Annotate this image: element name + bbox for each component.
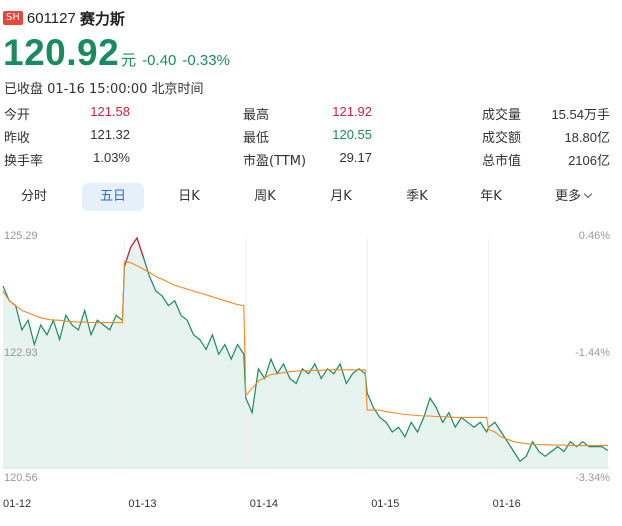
tab-label: 五日 [99,189,126,204]
tab-monthly-k[interactable]: 月K [310,183,372,211]
stat-label: 昨收 [4,131,31,146]
y-left-tick-label: 120.56 [4,472,38,484]
tab-label: 年K [480,189,502,204]
stat-label: 最低 [243,131,270,146]
price-unit: 元 [121,51,137,69]
y-right-tick-label: -1.44% [575,347,610,359]
price-change-pct: -0.33% [182,52,230,69]
current-price: 120.92 [3,32,120,73]
stock-name: 赛力斯 [79,9,125,28]
price-change: -0.40 [142,52,177,69]
x-tick-label: 01-12 [3,498,32,510]
chart-canvas[interactable] [0,222,622,526]
stock-code: 601127 [26,9,76,27]
stat-label: 市盈(TTM) [243,154,307,169]
stat-value: 121.92 [332,104,372,119]
stat-label: 成交额 [482,131,522,146]
stat-value: 18.80亿 [564,130,610,145]
y-right-tick-label: -3.34% [575,472,610,484]
tab-more[interactable]: 更多 [536,183,610,211]
stat-value: 120.55 [332,127,372,142]
y-left-tick-label: 122.93 [4,347,38,359]
tab-intraday[interactable]: 分时 [6,183,62,211]
stat-label: 换手率 [4,154,44,169]
stat-label: 总市值 [482,154,522,169]
tab-label: 季K [406,189,428,204]
y-left-tick-label: 125.29 [4,230,38,242]
price-area-fill [3,238,608,468]
tab-five-day[interactable]: 五日 [82,183,144,211]
stat-value: 1.03% [93,150,130,165]
tab-label: 周K [254,189,276,204]
chart-tabs: 分时 五日 日K 周K 月K 季K 年K 更多 [0,183,622,211]
x-tick-label: 01-15 [371,498,400,510]
x-tick-label: 01-16 [492,498,521,510]
stat-label: 成交量 [482,108,522,123]
stat-value: 121.32 [90,127,130,142]
tab-label: 日K [178,189,200,204]
stat-label: 今开 [4,108,31,123]
market-badge: SH [3,11,23,25]
stat-value: 121.58 [90,104,130,119]
y-right-tick-label: 0.46% [578,230,610,242]
tab-label: 分时 [20,189,47,204]
stat-label: 最高 [243,108,270,123]
stat-row: 昨收 121.32 最低 120.55 成交额 18.80亿 [0,127,622,147]
tab-weekly-k[interactable]: 周K [234,183,296,211]
tab-daily-k[interactable]: 日K [158,183,220,211]
stat-value: 29.17 [339,150,372,165]
tab-yearly-k[interactable]: 年K [460,183,522,211]
tab-quarterly-k[interactable]: 季K [386,183,448,211]
market-status: 已收盘 01-16 15:00:00 北京时间 [4,82,204,97]
x-tick-label: 01-13 [128,498,157,510]
stat-value: 2106亿 [568,153,610,168]
average-price-line [2,261,608,447]
tab-label: 月K [330,189,352,204]
stat-row: 今开 121.58 最高 121.92 成交量 15.54万手 [0,104,622,124]
stat-row: 换手率 1.03% 市盈(TTM) 29.17 总市值 2106亿 [0,150,622,170]
x-tick-label: 01-14 [249,498,278,510]
five-day-chart[interactable]: 125.29 122.93 120.56 0.46% -1.44% -3.34% 01-12… [0,222,622,526]
tab-label: 更多 [554,189,581,204]
chevron-down-icon [583,189,593,199]
stock-header: SH 601127 赛力斯 [0,6,125,30]
price-line-up-segment [123,236,144,267]
price-row: 120.92 元 -0.40 -0.33% [3,32,230,74]
stat-value: 15.54万手 [551,107,610,122]
